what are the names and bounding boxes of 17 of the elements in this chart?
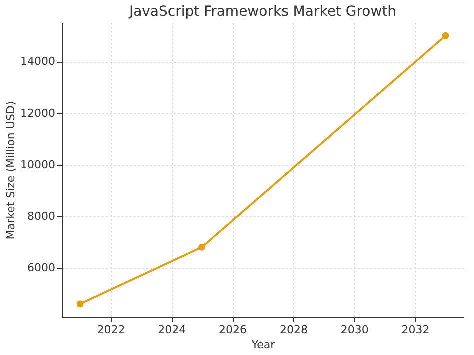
y-tick-label: 8000 (28, 210, 56, 223)
point (198, 244, 206, 251)
x-tick-label: 2026 (219, 324, 248, 336)
x-tick-label: 2030 (340, 324, 369, 336)
x-tick-label: 2022 (97, 324, 126, 336)
x-tick-label: 2028 (280, 324, 308, 336)
chart-title: JavaScript Frameworks Market Growth (128, 4, 397, 20)
y-axis-title: Market Size (Million USD) (4, 101, 18, 240)
y-tick-label: 12000 (20, 106, 56, 120)
x-axis-title: Year (250, 338, 276, 352)
x-tick-label: 2024 (158, 324, 186, 336)
y-tick-label: 6000 (28, 262, 56, 274)
y-tick-label: 10000 (20, 158, 56, 172)
point (442, 32, 450, 40)
x-tick-label: 2032 (402, 324, 430, 336)
y-tick-label: 14000 (20, 55, 56, 68)
point (76, 300, 84, 308)
